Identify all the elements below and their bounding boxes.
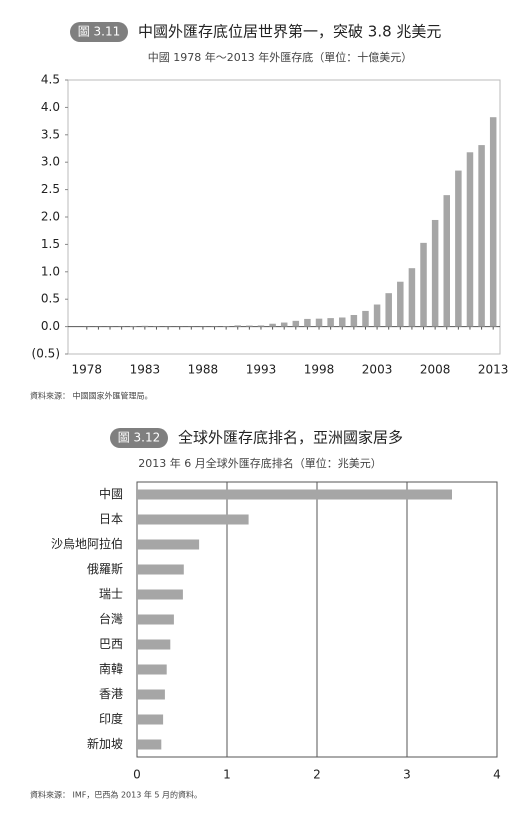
bar (223, 326, 230, 327)
x-tick-label: 3 (403, 768, 411, 782)
bar (467, 152, 474, 326)
x-tick-label: 4 (493, 768, 501, 782)
bar (137, 565, 184, 575)
y-tick-label: 台灣 (99, 611, 123, 626)
bar (409, 268, 416, 326)
x-tick-label: 1 (223, 768, 231, 782)
y-tick-label: (0.5) (32, 347, 60, 361)
y-tick-label: 0.5 (41, 292, 60, 306)
bar (339, 318, 346, 327)
chart-subtitle: 中國 1978 年～2013 年外匯存底（單位：十億美元） (148, 50, 412, 64)
y-tick-label: 1.5 (41, 237, 60, 251)
bar (137, 590, 183, 600)
bar (246, 326, 253, 327)
y-tick-label: 沙烏地阿拉伯 (51, 536, 123, 551)
y-tick-label: 1.0 (41, 264, 60, 278)
chart-title: 全球外匯存底排名，亞洲國家居多 (178, 429, 403, 447)
bar (137, 615, 174, 625)
bar (374, 305, 381, 327)
bar (432, 220, 439, 327)
y-tick-label: 4.0 (41, 100, 60, 114)
bar (137, 540, 199, 550)
figure-label: 圖 3.11 (78, 25, 121, 39)
bar (258, 325, 265, 326)
bar (293, 321, 300, 327)
y-tick-label: 3.0 (41, 155, 60, 169)
y-tick-label: 0.0 (41, 319, 60, 333)
bar (269, 324, 276, 327)
y-tick-label: 中國 (99, 486, 123, 501)
chart-title: 中國外匯存底位居世界第一，突破 3.8 兆美元 (138, 23, 441, 41)
y-tick-label: 印度 (99, 711, 123, 726)
x-tick-label: 2008 (420, 363, 451, 377)
bar (316, 319, 323, 327)
source-note: 資料來源： 中國國家外匯管理局。 (30, 391, 153, 401)
bar (490, 117, 497, 326)
y-tick-label: 2.5 (41, 182, 60, 196)
bar (351, 315, 358, 327)
y-tick-label: 3.5 (41, 127, 60, 141)
bar (137, 690, 165, 700)
x-tick-label: 1978 (72, 363, 103, 377)
y-tick-label: 4.5 (41, 73, 60, 87)
bar (385, 293, 392, 326)
bar (137, 515, 249, 525)
y-tick-label: 香港 (99, 687, 123, 701)
bar (443, 195, 450, 326)
bar (142, 326, 149, 327)
bar (478, 145, 485, 326)
bar (281, 323, 288, 327)
bar (304, 319, 311, 327)
x-tick-label: 1998 (304, 363, 335, 377)
bar (420, 243, 427, 327)
y-tick-label: 瑞士 (99, 587, 123, 601)
y-tick-label: 巴西 (99, 637, 123, 651)
x-tick-label: 1983 (130, 363, 161, 377)
y-tick-label: 2.0 (41, 210, 60, 224)
bar (397, 282, 404, 327)
bar (362, 311, 369, 327)
y-tick-label: 新加坡 (87, 736, 123, 751)
bar (234, 325, 241, 326)
bar (137, 640, 170, 650)
bar (137, 715, 163, 725)
x-tick-label: 1988 (188, 363, 219, 377)
y-tick-label: 日本 (99, 512, 123, 526)
x-tick-label: 1993 (246, 363, 277, 377)
bar (130, 326, 137, 327)
x-tick-label: 2013 (478, 363, 509, 377)
x-tick-label: 0 (133, 768, 141, 782)
source-note: 資料來源： IMF，巴西為 2013 年 5 月的資料。 (30, 790, 202, 800)
bar (137, 665, 167, 675)
figure-label: 圖 3.12 (118, 431, 161, 445)
bar (327, 318, 334, 326)
chart-subtitle: 2013 年 6 月全球外匯存底排名（單位：兆美元） (138, 456, 381, 470)
x-tick-label: 2 (313, 768, 321, 782)
bar (137, 490, 452, 500)
y-tick-label: 南韓 (99, 661, 123, 676)
bar (137, 740, 161, 750)
y-tick-label: 俄羅斯 (87, 562, 123, 576)
bar (455, 171, 462, 327)
x-tick-label: 2003 (362, 363, 393, 377)
